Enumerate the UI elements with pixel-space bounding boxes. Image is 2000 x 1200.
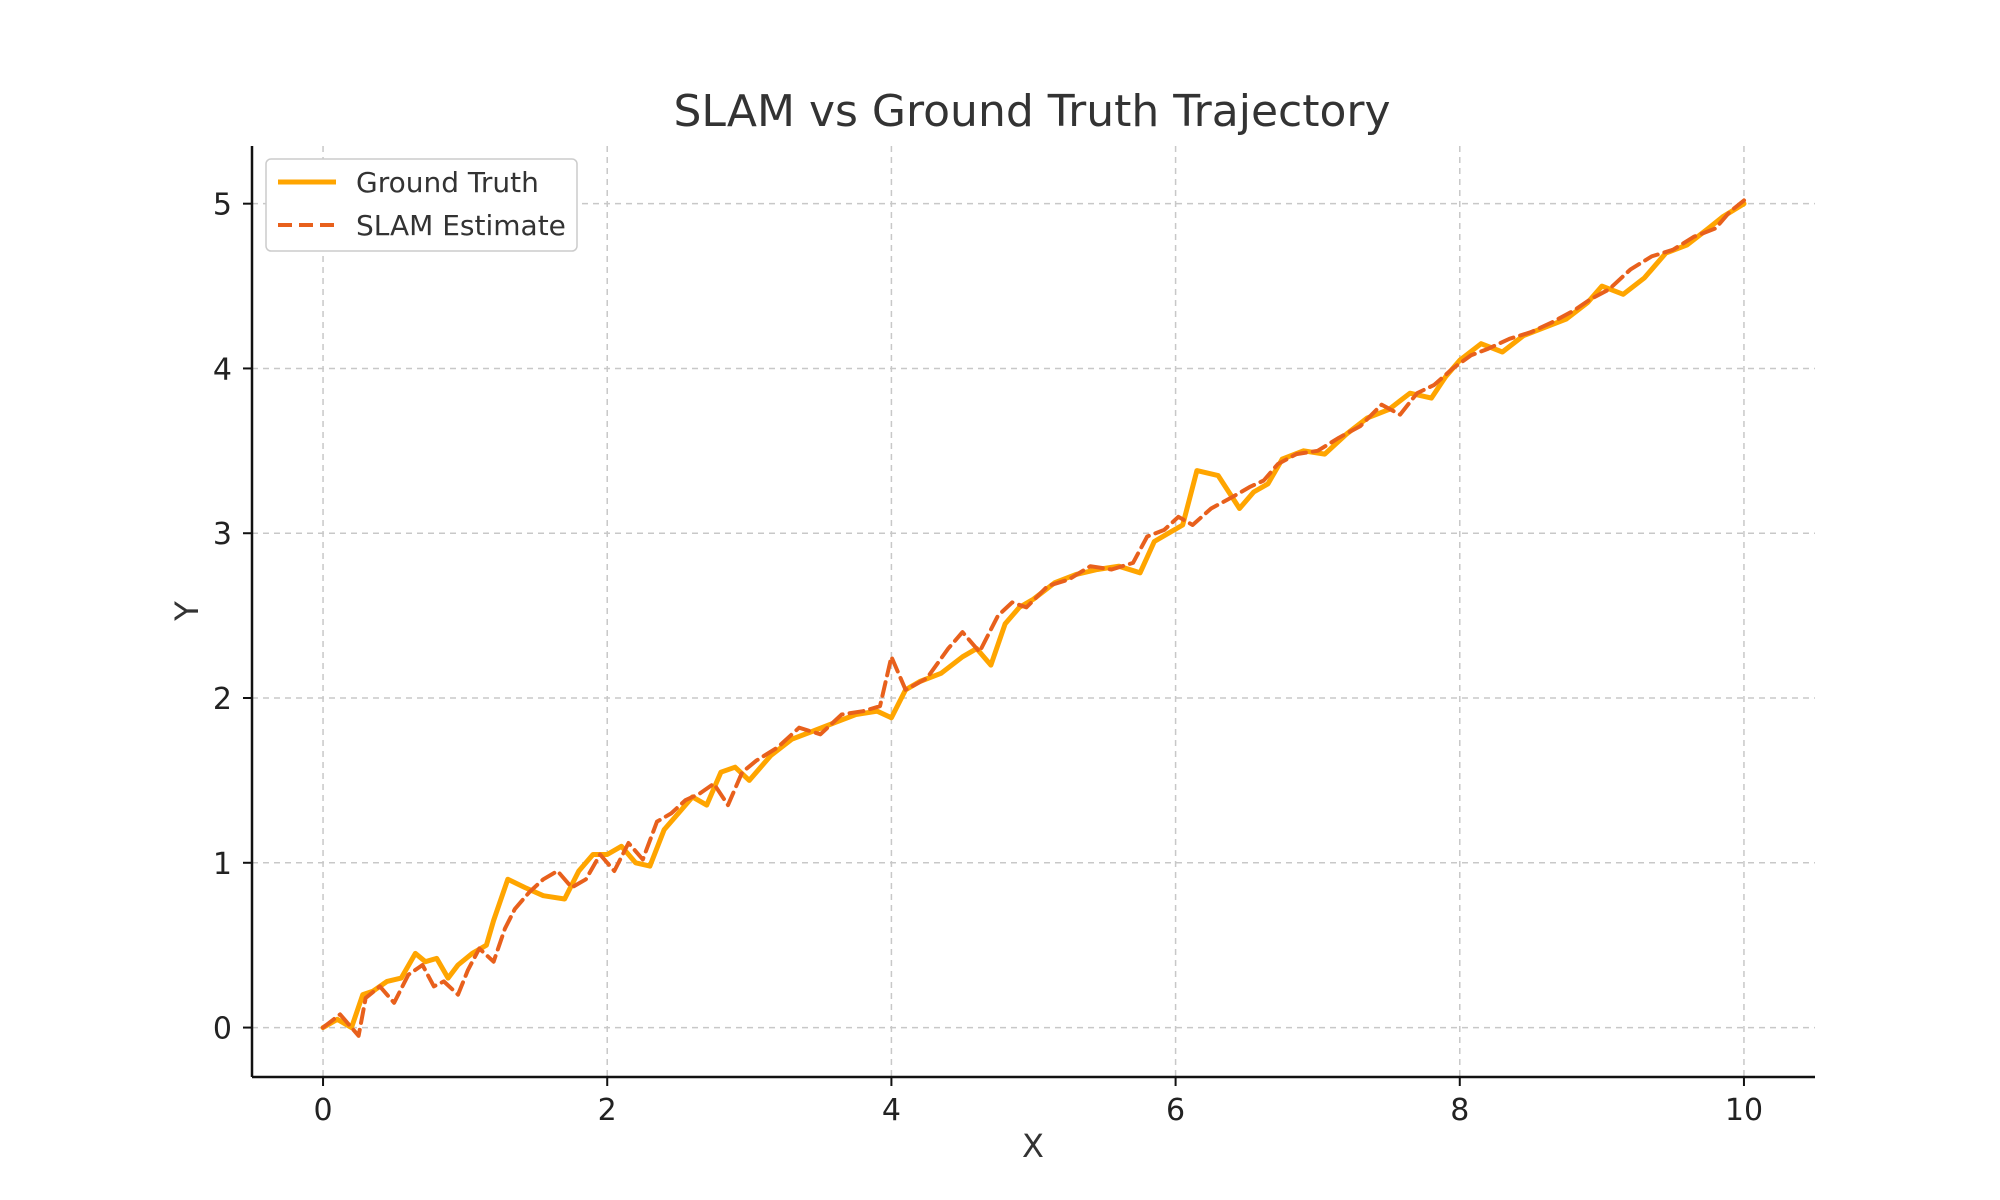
y-tick-label: 2 — [213, 682, 232, 717]
legend-label-ground-truth: Ground Truth — [356, 166, 539, 199]
axes — [250, 146, 1815, 1079]
legend: Ground Truth SLAM Estimate — [265, 158, 578, 252]
x-tick-label: 8 — [1450, 1093, 1469, 1128]
y-tick-label: 3 — [213, 517, 232, 552]
x-tick-label: 0 — [313, 1093, 332, 1128]
series-line-slam-estimate — [321, 198, 1746, 1038]
y-tick-label: 4 — [213, 352, 232, 387]
x-tick-label: 10 — [1725, 1093, 1763, 1128]
chart-title: SLAM vs Ground Truth Trajectory — [673, 86, 1390, 137]
legend-label-slam-estimate: SLAM Estimate — [356, 209, 566, 242]
legend-box — [265, 158, 578, 252]
ticks: 0 2 4 6 8 10 0 1 2 3 4 5 — [213, 188, 1763, 1128]
plot-area — [320, 198, 1747, 1038]
x-tick-label: 6 — [1166, 1093, 1185, 1128]
x-tick-label: 2 — [598, 1093, 617, 1128]
y-axis-label: Y — [168, 601, 206, 622]
series-line-ground-truth — [320, 201, 1747, 1031]
y-tick-label: 0 — [213, 1012, 232, 1047]
y-tick-label: 5 — [213, 188, 232, 223]
x-axis-label: X — [1022, 1127, 1044, 1165]
grid — [252, 146, 1815, 1077]
y-tick-label: 1 — [213, 847, 232, 882]
x-tick-label: 4 — [882, 1093, 901, 1128]
